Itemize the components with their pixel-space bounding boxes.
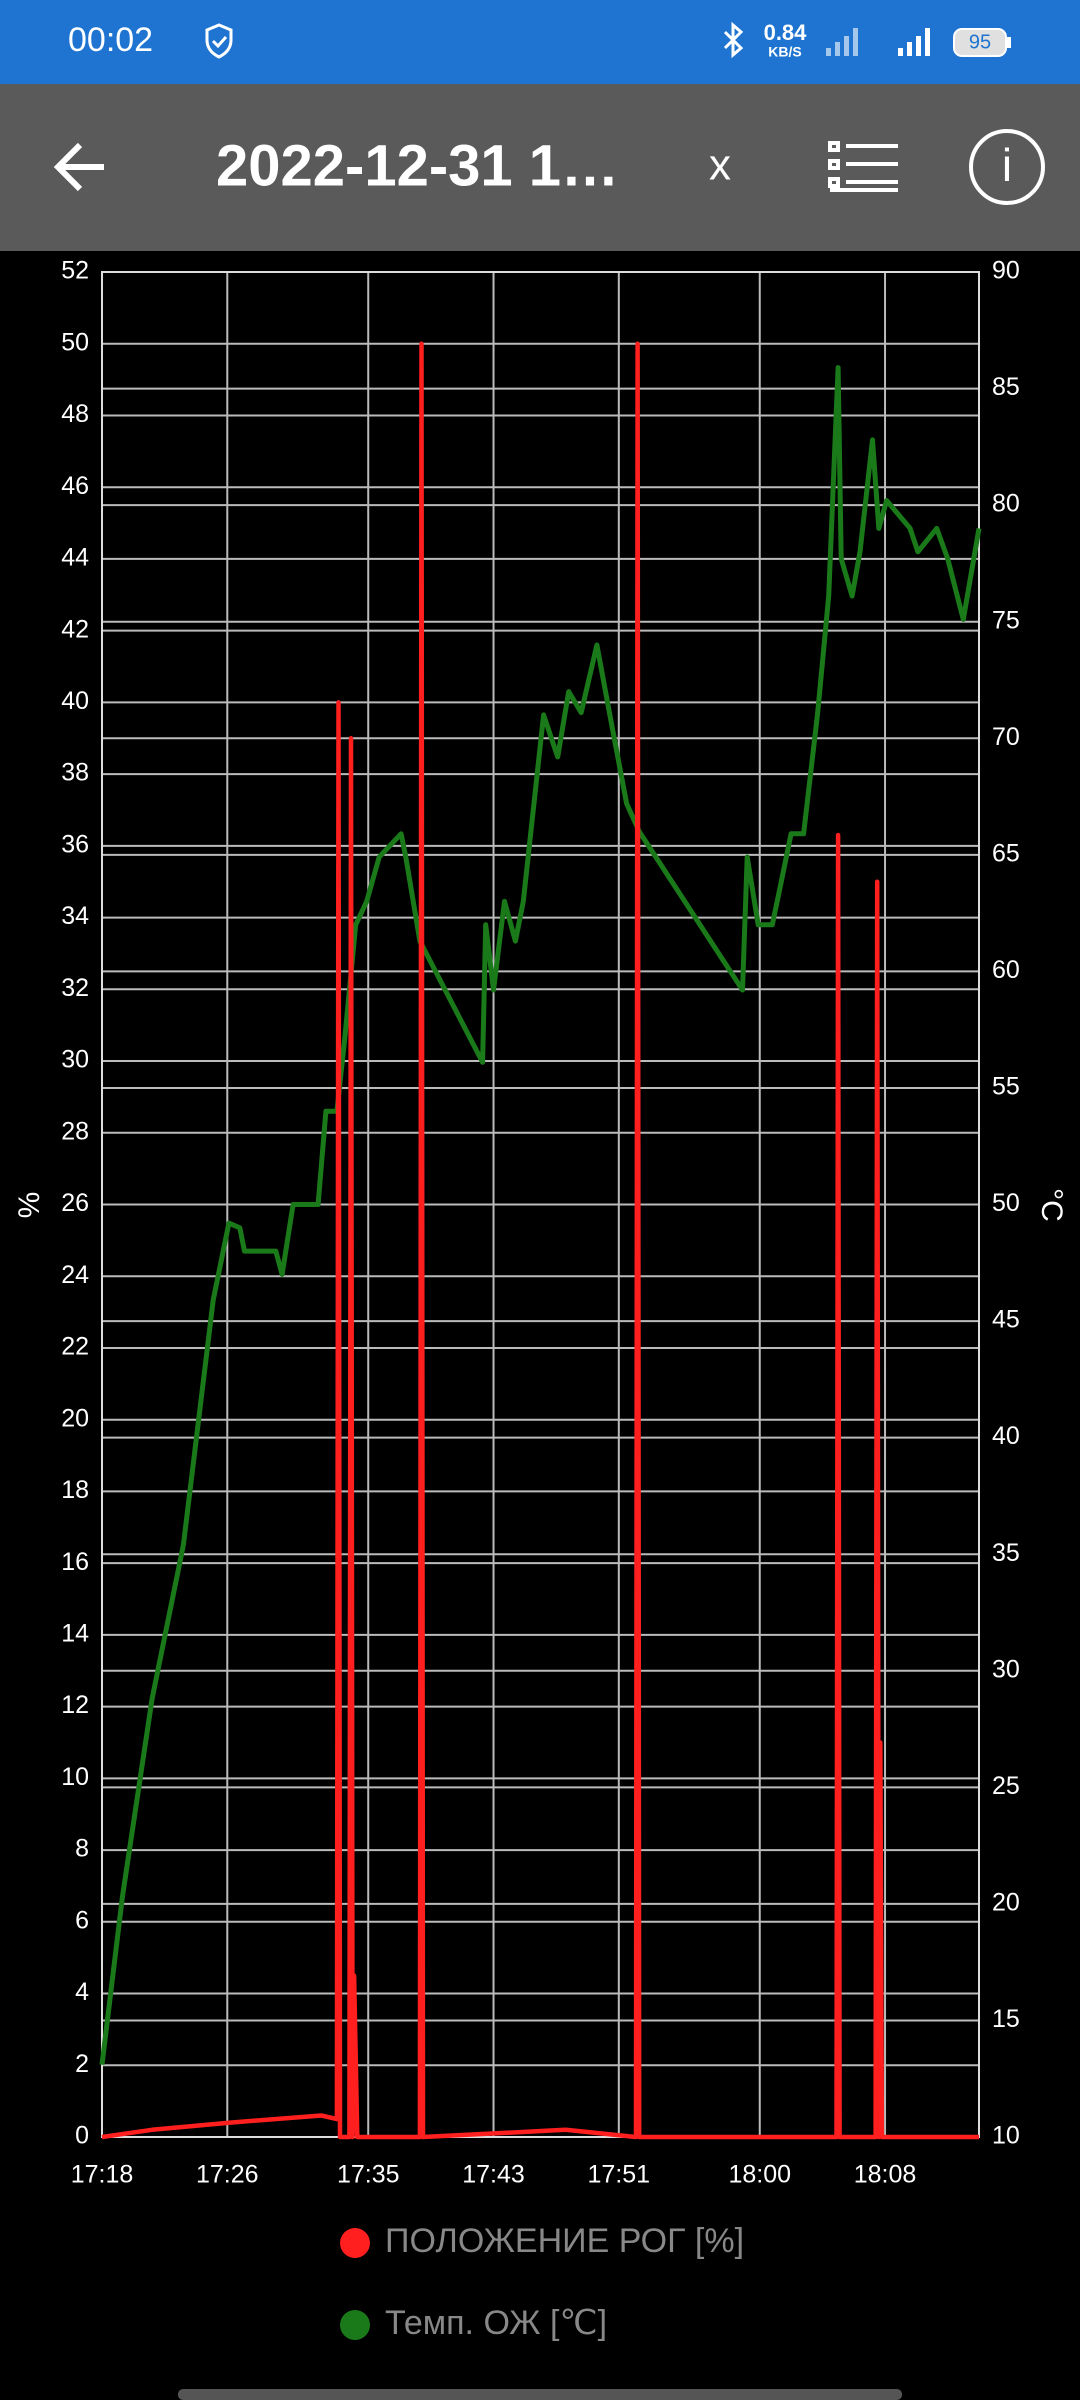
y2-tick-label: 80 [992,490,1020,518]
y2-tick-label: 25 [992,1772,1020,1800]
y-tick-label: 24 [61,1261,89,1289]
y2-tick-label: 85 [992,373,1020,401]
y-tick-label: 4 [75,1978,89,2006]
y-tick-label: 34 [61,902,89,930]
y-tick-label: 48 [61,400,89,428]
net-speed-unit: KB/S [768,44,801,60]
close-button[interactable]: x [709,141,731,190]
x-tick-label: 17:18 [71,2161,134,2189]
y-tick-label: 44 [61,544,89,572]
y2-tick-label: 20 [992,1888,1020,1916]
y2-tick-label: 30 [992,1655,1020,1683]
y-tick-label: 10 [61,1763,89,1791]
series-line [99,365,982,2066]
status-time: 00:02 [68,21,153,59]
y2-tick-label: 50 [992,1189,1020,1217]
battery [953,28,1007,57]
list-button[interactable] [828,141,898,192]
bluetooth-icon [723,21,744,59]
y2-tick-label: 40 [992,1422,1020,1450]
back-button[interactable] [53,142,104,192]
legend-marker [340,2228,370,2258]
battery-tip [1007,37,1011,48]
y-tick-label: 12 [61,1691,89,1719]
y-tick-label: 18 [61,1476,89,1504]
y2-tick-label: 55 [992,1073,1020,1101]
y2-axis-title: °C [1035,1188,1068,1222]
y2-tick-label: 15 [992,2005,1020,2033]
legend-label: ПОЛОЖЕНИЕ РОГ [%] [385,2222,744,2260]
y-tick-label: 0 [75,2122,89,2150]
y-tick-label: 22 [61,1333,89,1361]
legend-label: Темп. ОЖ [℃] [385,2304,607,2342]
x-tick-label: 17:26 [196,2161,259,2189]
shield-icon [205,23,233,59]
chart: 0246810121416182022242628303234363840424… [13,257,1068,2342]
y-tick-label: 6 [75,1906,89,1934]
y-tick-label: 30 [61,1046,89,1074]
y-tick-label: 36 [61,830,89,858]
y2-tick-label: 65 [992,839,1020,867]
y2-tick-label: 60 [992,956,1020,984]
x-tick-label: 17:43 [462,2161,525,2189]
y-tick-label: 26 [61,1189,89,1217]
y-tick-label: 46 [61,472,89,500]
y-axis-title: % [13,1192,46,1219]
y-tick-label: 16 [61,1548,89,1576]
y-tick-label: 8 [75,1835,89,1863]
y-tick-label: 42 [61,615,89,643]
battery-level: 95 [969,31,991,53]
info-button[interactable] [969,129,1045,205]
y-tick-label: 52 [61,257,89,285]
y-tick-label: 38 [61,759,89,787]
y2-tick-label: 10 [992,2122,1020,2150]
y-tick-label: 50 [61,328,89,356]
net-speed: 0.84 [764,20,808,45]
y2-tick-label: 45 [992,1306,1020,1334]
y2-tick-label: 90 [992,257,1020,285]
x-tick-label: 18:08 [854,2161,917,2189]
y2-tick-label: 75 [992,606,1020,634]
status-bar [0,0,1080,84]
y-tick-label: 14 [61,1619,89,1647]
y-tick-label: 40 [61,687,89,715]
series-line [101,341,979,2140]
y-tick-label: 32 [61,974,89,1002]
signal-icons [826,28,930,56]
x-tick-label: 18:00 [728,2161,791,2189]
y-tick-label: 2 [75,2050,89,2078]
y2-tick-label: 35 [992,1539,1020,1567]
y-tick-label: 20 [61,1404,89,1432]
x-tick-label: 17:51 [588,2161,651,2189]
y-tick-label: 28 [61,1117,89,1145]
plot-frame [101,271,980,2138]
x-tick-label: 17:35 [337,2161,400,2189]
info-icon: i [1002,139,1012,191]
nav-handle [178,2389,902,2400]
toolbar-title: 2022-12-31 1… [216,133,619,198]
legend-marker [340,2310,370,2340]
toolbar [0,84,1080,251]
y2-tick-label: 70 [992,723,1020,751]
